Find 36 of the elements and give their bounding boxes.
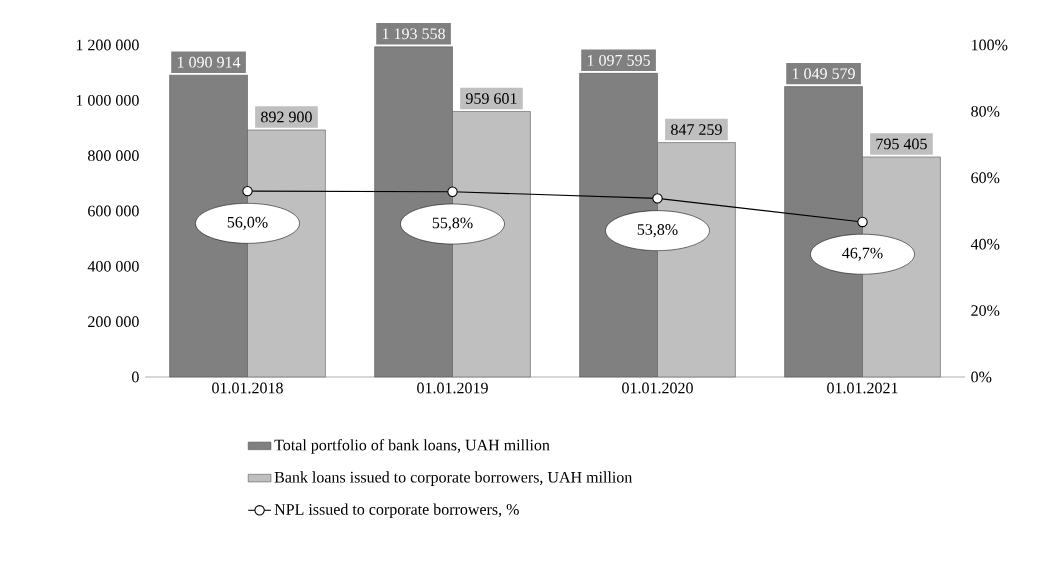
y-tick-label: 0 [132, 371, 139, 383]
data-label: 56,0% [227, 216, 268, 230]
y2-tick-label: 0% [971, 371, 992, 383]
y-tick-label: 600 000 [88, 205, 139, 217]
data-label: 892 900 [261, 111, 312, 123]
legend-label: NPL issued to corporate borrowers, % [274, 503, 519, 519]
x-tick-label: 01.01.2020 [622, 382, 693, 394]
data-label: 795 405 [876, 138, 927, 150]
data-label: 53,8% [637, 224, 678, 238]
data-label: 1 049 579 [792, 68, 855, 80]
data-label: 959 601 [465, 93, 517, 104]
data-label: 847 259 [671, 124, 722, 135]
data-label: 46,7% [842, 247, 883, 261]
x-tick-label: 01.01.2019 [417, 382, 488, 394]
y2-tick-label: 20% [971, 305, 1000, 317]
y2-tick-label: 60% [971, 172, 1000, 184]
y-tick-label: 1 200 000 [76, 39, 139, 51]
point [857, 216, 868, 228]
point [447, 186, 458, 197]
y2-tick-label: 80% [971, 105, 1000, 117]
y-tick-label: 800 000 [88, 150, 139, 162]
y2-tick-label: 40% [970, 238, 1000, 250]
x-tick-label: 01.01.2018 [212, 382, 283, 394]
legend-label: Total portfolio of bank loans, UAH million [274, 439, 550, 454]
x-tick-label: 01.01.2021 [827, 382, 898, 394]
y2-tick-label: 100% [972, 39, 1008, 51]
data-label: 55,8% [432, 217, 473, 231]
point [652, 193, 663, 204]
point [242, 185, 253, 197]
y-tick-label: 1 000 000 [76, 94, 139, 106]
y-tick-label: 200 000 [88, 316, 139, 328]
data-label: 1 097 595 [587, 54, 650, 66]
data-label: 1 090 914 [177, 56, 241, 68]
legend-label: Bank loans issued to corporate borrowers, UAH million [274, 471, 633, 486]
data-label: 1 193 558 [382, 28, 445, 40]
y-tick-label: 400 000 [87, 260, 139, 272]
